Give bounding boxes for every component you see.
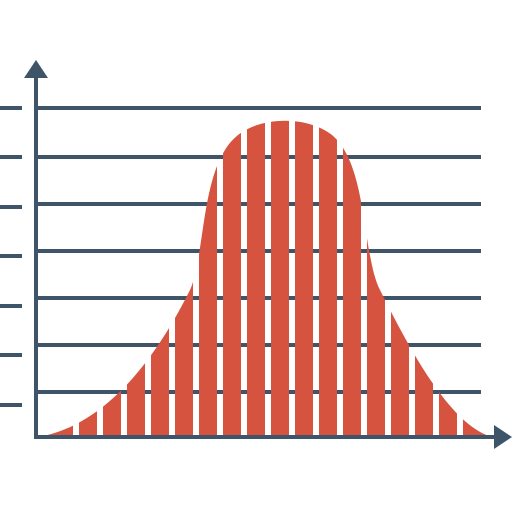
stripe [391,120,409,437]
stripe [271,120,289,437]
stripe [439,120,457,437]
stripe [127,120,145,437]
stripe [319,120,337,437]
stripe [79,120,97,437]
stripe [415,120,433,437]
stripe [295,120,313,437]
x-axis-arrow [494,425,512,449]
bell-stripes [38,120,492,437]
tick-marks [0,106,22,407]
stripe [343,120,361,437]
axes [24,60,512,449]
stripe [463,120,492,437]
stripe [199,120,217,437]
stripe [247,120,265,437]
stripe [175,120,193,437]
stripe [103,120,121,437]
stripe [151,120,169,437]
stripe [223,120,241,437]
stripe [367,120,385,437]
y-axis-arrow [24,60,48,78]
